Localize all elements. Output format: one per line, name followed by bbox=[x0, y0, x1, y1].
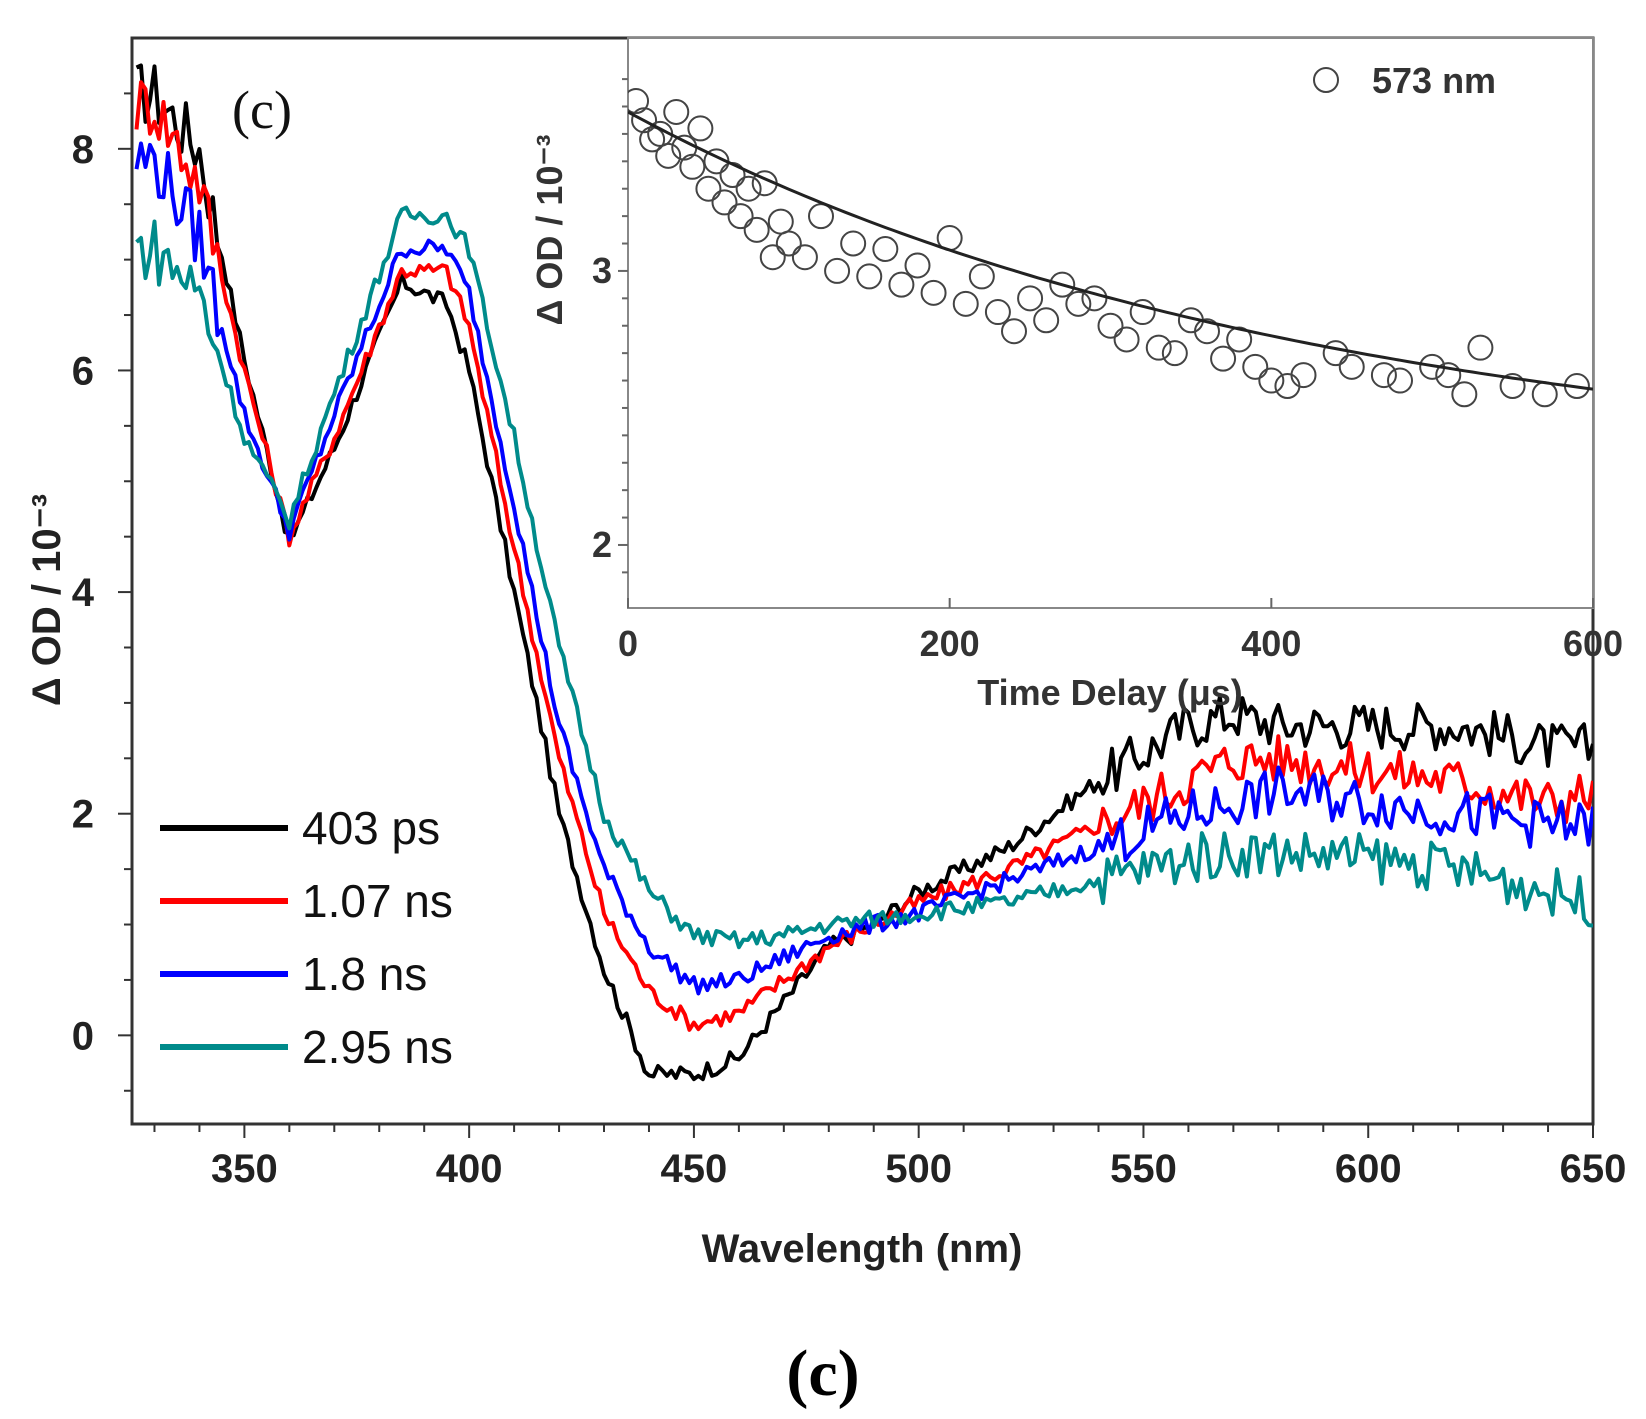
inset-data-point bbox=[791, 244, 818, 271]
inset-data-point bbox=[1226, 326, 1253, 353]
inset-data-point bbox=[1113, 326, 1140, 353]
inset-data-point bbox=[711, 189, 738, 216]
inset-y-axis-title: Δ OD / 10⁻³ bbox=[529, 135, 570, 326]
x-tick-label: 400 bbox=[436, 1147, 503, 1191]
inset-data-point bbox=[1001, 318, 1027, 345]
series-line-1_07-ns bbox=[134, 80, 1593, 1032]
series-line-2_95-ns bbox=[135, 205, 1593, 950]
inset-data-point bbox=[1017, 285, 1044, 312]
inset-x-tick-label: 600 bbox=[1563, 623, 1623, 664]
x-tick-label: 450 bbox=[661, 1147, 728, 1191]
legend-label: 2.95 ns bbox=[302, 1021, 453, 1073]
x-tick-label: 600 bbox=[1335, 1147, 1402, 1191]
inset-data-point bbox=[727, 203, 754, 230]
inset-data-point bbox=[1370, 362, 1397, 389]
inset-data-point bbox=[1161, 340, 1188, 367]
legend-label: 403 ps bbox=[302, 802, 440, 854]
y-axis-title: Δ OD / 10⁻³ bbox=[25, 494, 69, 706]
inset-data-point bbox=[735, 175, 762, 202]
inset-data-point bbox=[840, 230, 867, 257]
inset-data-point bbox=[695, 175, 722, 202]
legend-label: 1.8 ns bbox=[302, 948, 427, 1000]
inset-data-point bbox=[856, 263, 883, 290]
inset-data-point bbox=[775, 230, 802, 257]
series-line-403-ps bbox=[135, 63, 1593, 1082]
y-tick-label: 2 bbox=[72, 793, 94, 837]
inset-data-point bbox=[1210, 345, 1237, 372]
y-tick-label: 8 bbox=[72, 128, 94, 172]
inset-data-point bbox=[628, 88, 650, 115]
inset-data-point bbox=[1242, 353, 1269, 380]
figure-caption: (c) bbox=[786, 1337, 859, 1410]
inset-data-point bbox=[1499, 373, 1526, 400]
y-tick-label: 6 bbox=[72, 349, 94, 393]
inset-y-tick-label: 2 bbox=[592, 524, 612, 565]
inset-data-point bbox=[1435, 362, 1462, 389]
inset-data-point bbox=[687, 115, 714, 142]
legend-label: 1.07 ns bbox=[302, 875, 453, 927]
inset-data-point bbox=[1145, 334, 1172, 361]
inset-data-point bbox=[1129, 299, 1156, 326]
inset-data-point bbox=[968, 263, 995, 290]
inset-data-point bbox=[824, 257, 851, 284]
x-tick-label: 500 bbox=[885, 1147, 952, 1191]
inset-data-point bbox=[920, 279, 947, 306]
inset-axis-ticks: 0 200 400 600 2 3 bbox=[592, 78, 1623, 664]
main-legend: 403 ps 1.07 ns 1.8 ns 2.95 ns bbox=[160, 802, 453, 1073]
x-tick-label: 350 bbox=[211, 1147, 278, 1191]
inset-data-point bbox=[655, 142, 682, 169]
inset-x-tick-label: 200 bbox=[920, 623, 980, 664]
inset-data-point bbox=[1033, 307, 1060, 334]
inset-data-point bbox=[952, 290, 979, 317]
inset-data-point bbox=[1338, 353, 1365, 380]
main-axis-ticks: 350 400 450 500 550 600 650 0 2 4 6 8 bbox=[72, 92, 1627, 1191]
inset-data-point bbox=[888, 271, 915, 298]
inset-x-tick-label: 0 bbox=[618, 623, 638, 664]
x-axis-title: Wavelength (nm) bbox=[702, 1227, 1023, 1271]
x-tick-label: 650 bbox=[1560, 1147, 1627, 1191]
inset-data-point bbox=[1467, 334, 1494, 361]
inset-data-point bbox=[1097, 312, 1124, 339]
inset-fit-curve bbox=[628, 110, 1593, 391]
inset-data-point bbox=[743, 216, 770, 243]
inset-legend-marker bbox=[1313, 67, 1339, 93]
inset-data-point bbox=[984, 299, 1011, 326]
inset-data-point bbox=[872, 236, 899, 263]
inset-data-point bbox=[1387, 367, 1413, 394]
inset-data-point bbox=[679, 153, 706, 180]
inset-data-point bbox=[1065, 290, 1092, 317]
inset-legend-label: 573 nm bbox=[1372, 60, 1496, 101]
x-tick-label: 550 bbox=[1110, 1147, 1177, 1191]
inset-legend: 573 nm bbox=[1313, 60, 1496, 101]
inset-data-point bbox=[1451, 381, 1478, 408]
inset-data-point bbox=[759, 244, 786, 271]
inset-data-point bbox=[631, 107, 658, 134]
inset-y-tick-label: 3 bbox=[592, 250, 612, 291]
inset-data-point bbox=[1322, 340, 1349, 367]
inset-plot-frame bbox=[627, 37, 1594, 609]
panel-label: (c) bbox=[232, 80, 292, 140]
inset-x-tick-label: 400 bbox=[1241, 623, 1301, 664]
inset-data-point bbox=[1194, 318, 1220, 345]
inset-data-point bbox=[1290, 362, 1317, 389]
inset-data-point bbox=[904, 252, 931, 279]
inset-data-point bbox=[1049, 271, 1076, 298]
main-series-group bbox=[134, 63, 1593, 1082]
inset-x-axis-title: Time Delay (μs) bbox=[977, 672, 1242, 713]
y-tick-label: 0 bbox=[72, 1014, 94, 1058]
inset-points-group bbox=[628, 88, 1593, 408]
y-tick-label: 4 bbox=[72, 571, 95, 615]
inset-data-point bbox=[639, 126, 666, 153]
inset-data-point bbox=[663, 98, 690, 125]
inset-data-point bbox=[1258, 367, 1285, 394]
